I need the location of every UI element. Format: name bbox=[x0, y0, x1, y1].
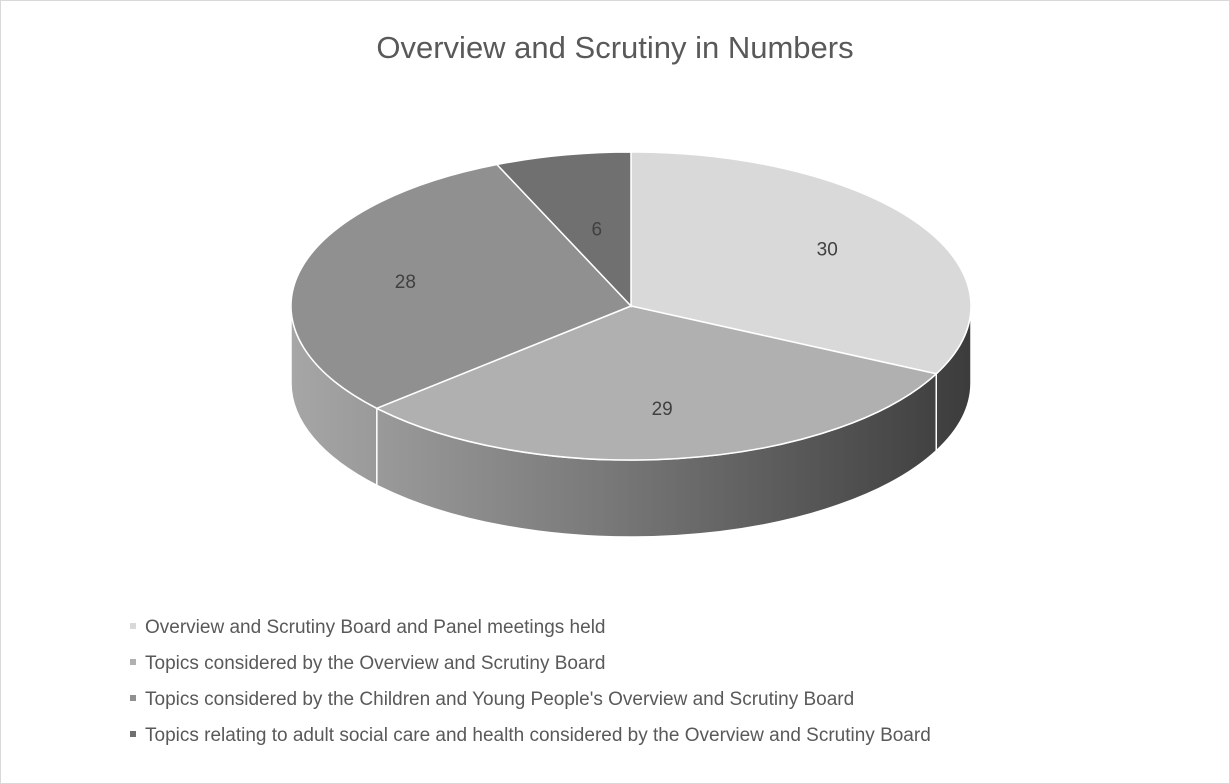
data-label-1: 29 bbox=[652, 399, 673, 420]
legend-label-2: Topics considered by the Children and Yo… bbox=[145, 689, 855, 710]
pie-slice-1 bbox=[374, 305, 938, 461]
legend: Overview and Scrutiny Board and Panel me… bbox=[130, 614, 931, 758]
legend-entry-2: Topics considered by the Children and Yo… bbox=[130, 686, 931, 722]
pie-top-slices bbox=[290, 151, 972, 461]
legend-swatch-0 bbox=[130, 622, 136, 629]
pie-slice-2 bbox=[290, 163, 633, 410]
data-label-2: 28 bbox=[395, 272, 416, 293]
legend-swatch-3 bbox=[130, 730, 136, 737]
pie-slice-0 bbox=[630, 151, 972, 375]
legend-entry-3: Topics relating to adult social care and… bbox=[130, 722, 931, 758]
legend-swatch-1 bbox=[130, 658, 136, 665]
chart-title: Overview and Scrutiny in Numbers bbox=[376, 30, 854, 65]
data-label-3: 6 bbox=[591, 220, 602, 241]
legend-label-3: Topics relating to adult social care and… bbox=[145, 725, 931, 746]
pie-data-labels: 30 29 28 6 bbox=[395, 220, 838, 420]
legend-label-0: Overview and Scrutiny Board and Panel me… bbox=[145, 617, 606, 638]
legend-entry-0: Overview and Scrutiny Board and Panel me… bbox=[130, 614, 931, 650]
legend-swatch-2 bbox=[130, 694, 136, 701]
legend-label-1: Topics considered by the Overview and Sc… bbox=[145, 653, 606, 674]
legend-entry-1: Topics considered by the Overview and Sc… bbox=[130, 650, 931, 686]
data-label-0: 30 bbox=[817, 240, 838, 261]
pie-slice-3 bbox=[495, 151, 632, 308]
